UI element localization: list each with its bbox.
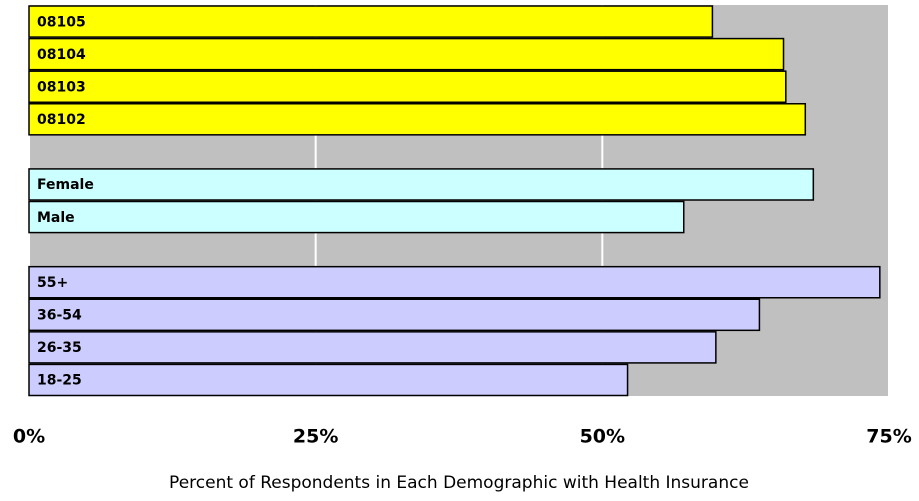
bar	[28, 168, 815, 201]
bar	[28, 200, 685, 234]
bar-label: Female	[37, 177, 94, 193]
bar	[28, 70, 787, 103]
bar-label: 08102	[37, 112, 86, 128]
bar-label: 18-25	[37, 373, 82, 389]
bar	[28, 265, 881, 299]
bar-label: 08104	[37, 47, 86, 63]
bar	[28, 298, 761, 332]
bar-label: Male	[37, 210, 75, 226]
x-tick-label: 0%	[13, 426, 45, 448]
bar	[28, 331, 717, 364]
x-tick-label: 75%	[866, 426, 911, 448]
bar-label: 08105	[37, 14, 86, 30]
bar	[28, 5, 714, 38]
bar	[28, 103, 807, 136]
bar	[28, 363, 629, 397]
x-tick-label: 50%	[580, 426, 625, 448]
x-axis-title: Percent of Respondents in Each Demograph…	[169, 473, 749, 493]
bar-label: 08103	[37, 79, 86, 95]
bar-label: 36-54	[37, 308, 82, 324]
bar-label: 55+	[37, 275, 68, 291]
bar-label: 26-35	[37, 340, 82, 356]
x-tick-label: 25%	[293, 426, 338, 448]
bar	[28, 37, 785, 71]
